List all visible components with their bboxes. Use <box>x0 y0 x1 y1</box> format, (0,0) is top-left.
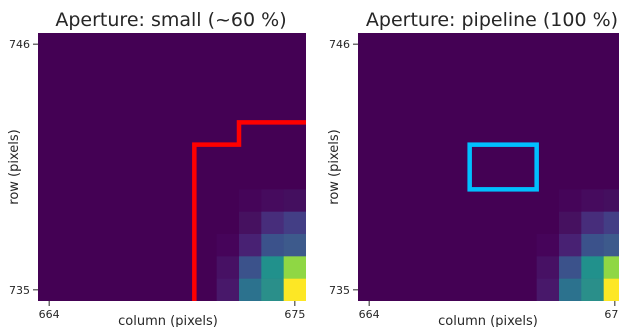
heatmap-cell <box>603 211 619 235</box>
heatmap-cell <box>581 278 604 301</box>
heatmap-cell <box>283 234 306 257</box>
heatmap-cell <box>559 211 582 235</box>
heatmap-cell <box>261 234 284 257</box>
x-axis-label: column (pixels) <box>438 314 538 327</box>
y-tick-label: 746 <box>329 38 350 51</box>
y-tick-label: 735 <box>9 284 30 297</box>
heatmap-cell <box>559 278 582 301</box>
heatmap-cell <box>581 211 604 235</box>
heatmap-cell <box>581 256 604 279</box>
heatmap-cell <box>261 211 284 235</box>
heatmap-cell <box>261 256 284 279</box>
y-axis-label: row (pixels) <box>7 129 22 204</box>
heatmap-cell <box>239 211 262 235</box>
heatmap-cell <box>239 234 262 257</box>
heatmap-cell <box>536 278 560 301</box>
heatmap-cell <box>283 211 306 235</box>
heatmap-cell <box>603 278 619 301</box>
x-tick-label: 675 <box>284 308 305 321</box>
chart-title: Aperture: pipeline (100 %) <box>366 9 618 31</box>
heatmap-cell <box>559 234 582 257</box>
heatmap-cell <box>283 189 306 212</box>
y-tick-label: 746 <box>9 38 30 51</box>
heatmap-cell <box>581 189 604 212</box>
heatmap-cell <box>581 234 604 257</box>
heatmap-cell <box>603 256 619 279</box>
aperture-outline <box>192 120 306 301</box>
heatmap-cell <box>239 189 262 212</box>
heatmap-cell <box>603 189 619 212</box>
chart-title: Aperture: small (~60 %) <box>55 9 286 31</box>
heatmap-cell <box>216 234 240 257</box>
x-tick-label: 664 <box>359 308 380 321</box>
y-tick-label: 735 <box>329 284 350 297</box>
heatmap-area <box>38 33 306 301</box>
heatmap-cell <box>216 256 240 279</box>
heatmap-cell <box>559 189 582 212</box>
x-axis-label: column (pixels) <box>118 314 218 327</box>
panel-1: Aperture: small (~60 %) 664 675 746 735 colum… <box>7 9 306 327</box>
x-tick-label: 675 <box>604 308 619 321</box>
heatmap-cell <box>239 278 262 301</box>
heatmap-cell <box>261 189 284 212</box>
y-axis-label: row (pixels) <box>327 129 342 204</box>
panel-2: Aperture: pipeline (100 %) 664 675 746 735 co… <box>327 9 619 327</box>
heatmap-cell <box>559 256 582 279</box>
aperture-outline <box>467 142 539 192</box>
heatmap-cell <box>603 234 619 257</box>
heatmap-area <box>358 33 619 301</box>
heatmap-cell <box>239 256 262 279</box>
heatmap-cell <box>536 256 560 279</box>
heatmap-cell <box>283 278 306 301</box>
heatmap-cell <box>283 256 306 279</box>
x-tick-label: 664 <box>39 308 60 321</box>
heatmap-cell <box>216 278 240 301</box>
heatmap-cell <box>536 234 560 257</box>
heatmap-cell <box>261 278 284 301</box>
